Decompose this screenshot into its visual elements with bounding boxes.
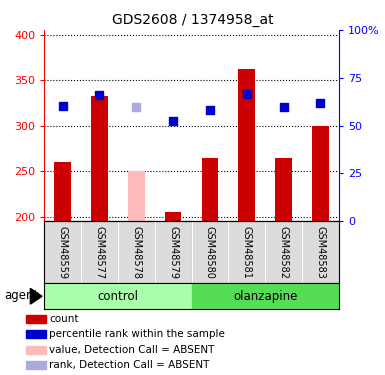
Bar: [192, 283, 357, 309]
Text: GDS2608 / 1374958_at: GDS2608 / 1374958_at: [112, 13, 273, 27]
Bar: [228, 221, 265, 283]
Text: percentile rank within the sample: percentile rank within the sample: [49, 330, 225, 339]
Bar: [265, 221, 302, 283]
Bar: [81, 221, 118, 283]
Text: GSM48580: GSM48580: [205, 226, 215, 279]
Bar: [26, 315, 46, 323]
Text: control: control: [97, 290, 138, 303]
Bar: [54, 162, 71, 221]
Point: [317, 100, 323, 106]
Bar: [238, 69, 255, 221]
Text: rank, Detection Call = ABSENT: rank, Detection Call = ABSENT: [49, 360, 210, 370]
Bar: [44, 283, 192, 309]
Bar: [118, 221, 155, 283]
Text: olanzapine: olanzapine: [233, 290, 297, 303]
Point: [207, 107, 213, 113]
Point: [60, 103, 66, 109]
Bar: [192, 221, 228, 283]
Text: GSM48583: GSM48583: [315, 226, 325, 279]
Text: value, Detection Call = ABSENT: value, Detection Call = ABSENT: [49, 345, 215, 355]
Bar: [26, 346, 46, 354]
Bar: [26, 361, 46, 369]
Point: [281, 104, 287, 110]
Point: [170, 118, 176, 124]
Text: GSM48577: GSM48577: [94, 226, 104, 279]
Bar: [302, 221, 339, 283]
Bar: [91, 96, 108, 221]
Bar: [165, 212, 181, 221]
Polygon shape: [30, 288, 42, 304]
Bar: [26, 330, 46, 338]
Text: GSM48559: GSM48559: [58, 226, 68, 279]
Point: [244, 91, 250, 97]
Bar: [312, 126, 329, 221]
Point: [133, 104, 139, 110]
Text: GSM48579: GSM48579: [168, 226, 178, 279]
Text: count: count: [49, 314, 79, 324]
Point: [96, 92, 102, 98]
Bar: [202, 158, 218, 221]
Text: GSM48582: GSM48582: [279, 226, 289, 279]
Text: GSM48578: GSM48578: [131, 226, 141, 279]
Text: GSM48581: GSM48581: [242, 226, 252, 279]
Bar: [275, 158, 292, 221]
Bar: [155, 221, 192, 283]
Text: agent: agent: [4, 289, 38, 302]
Bar: [128, 171, 145, 221]
Bar: [44, 221, 81, 283]
